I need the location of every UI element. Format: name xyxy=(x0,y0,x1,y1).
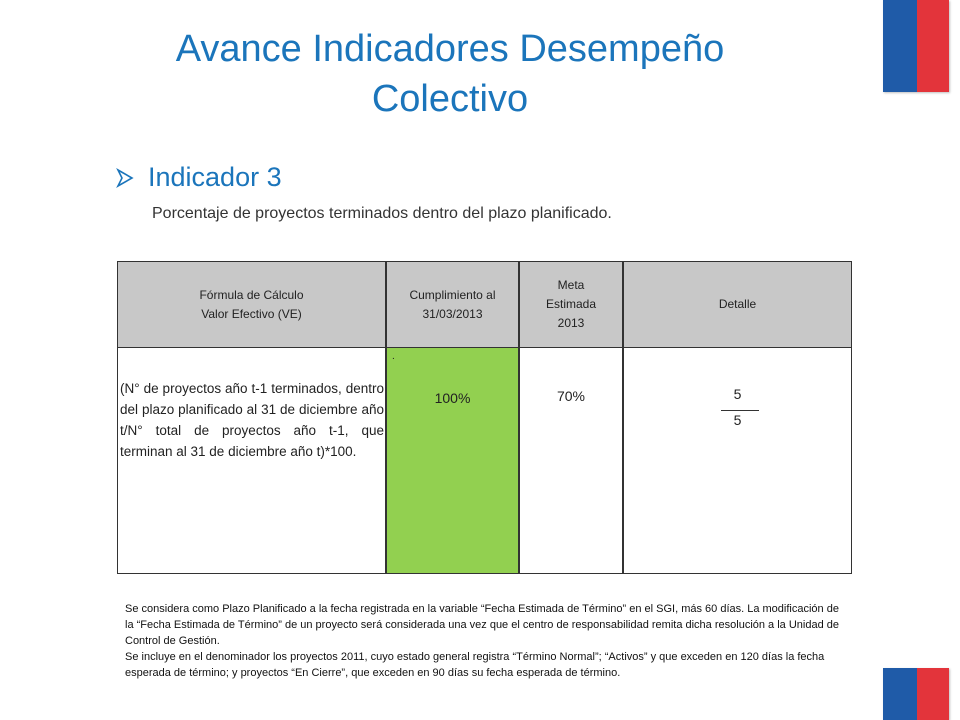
header-cumplimiento: Cumplimiento al 31/03/2013 xyxy=(386,261,519,348)
meta-value: 70% xyxy=(556,388,586,404)
cell-meta: 70% xyxy=(519,348,623,574)
footnote: Se considera como Plazo Planificado a la… xyxy=(125,603,839,647)
indicator-heading: Indicador 3 xyxy=(116,162,282,193)
detalle-denominator: 5 xyxy=(733,412,742,428)
header-meta: Meta Estimada 2013 xyxy=(519,261,623,348)
detalle-numerator: 5 xyxy=(733,386,742,402)
cell-detalle: 5 5 xyxy=(623,348,852,574)
arrow-bullet-icon xyxy=(116,167,134,188)
formula-text: (N° de proyectos año t-1 terminados, den… xyxy=(120,381,384,459)
cell-cumplimiento: . 100% xyxy=(386,348,519,574)
flag-decoration-bottom xyxy=(883,668,949,720)
flag-decoration-top xyxy=(883,0,949,92)
indicator-table: Fórmula de Cálculo Valor Efectivo (VE) C… xyxy=(117,261,852,574)
footnotes: Se considera como Plazo Planificado a la… xyxy=(125,601,840,681)
header-detalle: Detalle xyxy=(623,261,852,348)
indicator-label: Indicador 3 xyxy=(148,162,282,192)
cumplimiento-value: 100% xyxy=(434,390,471,406)
indicator-description: Porcentaje de proyectos terminados dentr… xyxy=(152,205,612,222)
header-formula-line2: Valor Efectivo (VE) xyxy=(201,306,302,321)
cell-marker: . xyxy=(392,351,395,362)
cell-formula: (N° de proyectos año t-1 terminados, den… xyxy=(117,348,386,574)
footnote: Se incluye en el denominador los proyect… xyxy=(125,651,825,679)
page-title: Avance Indicadores Desempeño Colectivo xyxy=(175,28,725,120)
fraction-line xyxy=(721,410,759,411)
header-formula-line1: Fórmula de Cálculo xyxy=(199,287,304,302)
header-formula: Fórmula de Cálculo Valor Efectivo (VE) xyxy=(117,261,386,348)
